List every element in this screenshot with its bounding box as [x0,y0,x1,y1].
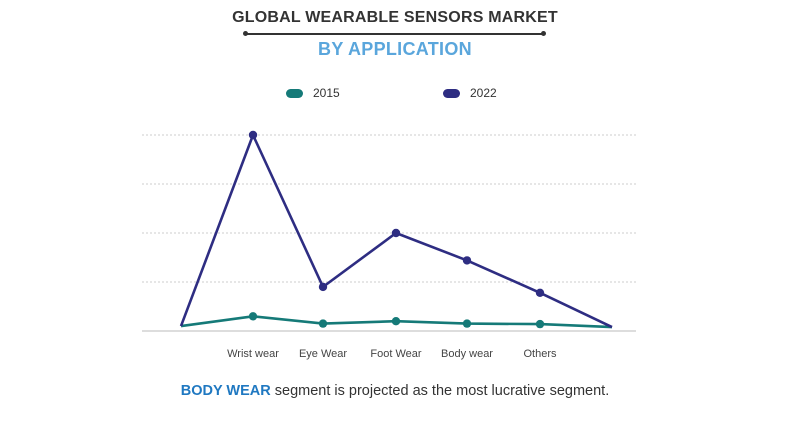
legend-swatch-2015 [286,88,303,98]
title-divider [246,33,544,35]
divider-dot-right [541,31,546,36]
x-tick-label: Others [523,348,557,360]
x-tick-label: Body wear [441,348,493,360]
x-tick-label: Foot Wear [370,348,421,360]
x-tick-label: Wrist wear [227,348,279,360]
legend-label-2015: 2015 [313,86,340,100]
chart-title: GLOBAL WEARABLE SENSORS MARKET [232,9,558,26]
data-point-2015 [462,319,472,328]
legend-swatch-2022 [443,88,460,98]
data-point-2022 [318,282,328,292]
footer-note: BODY WEAR segment is projected as the mo… [0,383,790,399]
footer-highlight: BODY WEAR [180,383,271,399]
data-point-2015 [391,317,401,326]
data-point-2015 [248,312,258,321]
footer-text: segment is projected as the most lucrati… [270,383,610,399]
data-point-2022 [248,130,258,140]
legend-item-2022: 2022 [443,86,497,100]
chart-subtitle: BY APPLICATION [318,39,472,59]
data-point-2022 [535,288,545,297]
legend-item-2015: 2015 [286,86,340,100]
divider-dot-left [243,31,248,36]
legend-label-2022: 2022 [470,86,497,100]
data-point-2015 [535,319,545,329]
x-tick-label: Eye Wear [299,348,347,360]
data-point-2015 [318,319,328,328]
data-point-2022 [391,228,401,238]
data-point-2022 [462,256,472,265]
